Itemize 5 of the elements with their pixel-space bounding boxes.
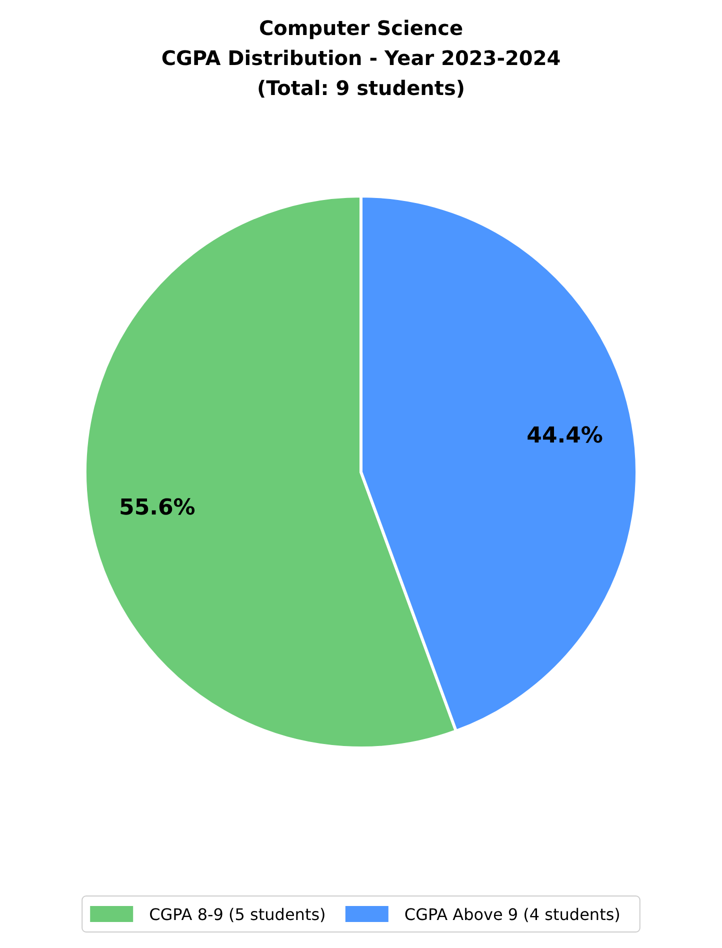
data-label: 55.6% xyxy=(119,496,196,521)
chart-title: Computer Science CGPA Distribution - Year 2023-2024 (Total: 9 students) xyxy=(161,16,561,100)
data-label: 44.4% xyxy=(526,423,603,448)
legend-label: CGPA Above 9 (4 students) xyxy=(404,905,620,924)
legend-label: CGPA 8-9 (5 students) xyxy=(149,905,326,924)
